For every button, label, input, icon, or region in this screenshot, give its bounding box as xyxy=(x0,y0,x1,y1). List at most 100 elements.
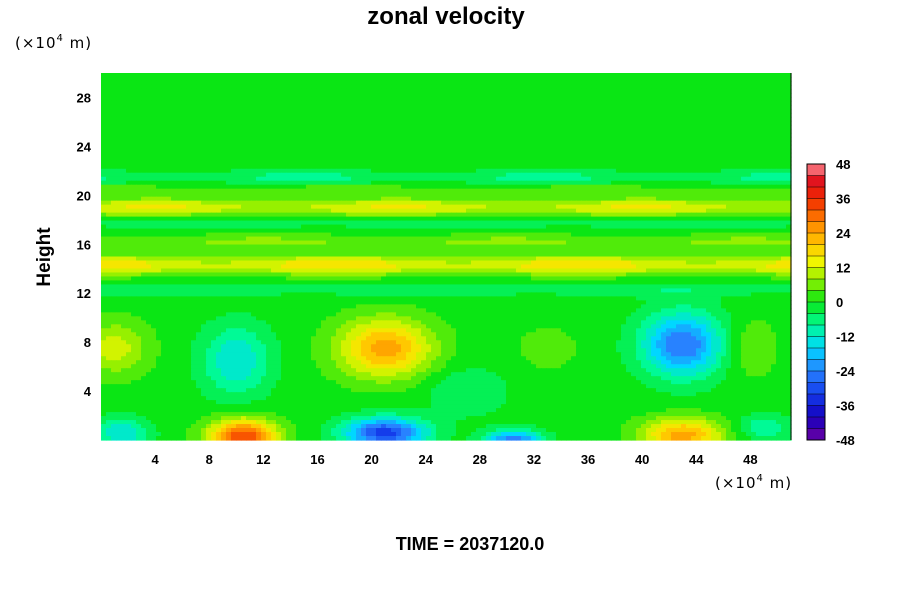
contour-cell xyxy=(696,168,702,174)
contour-cell xyxy=(231,116,237,122)
contour-cell xyxy=(696,140,702,146)
contour-cell xyxy=(396,124,402,130)
contour-cell xyxy=(701,76,707,82)
contour-cell xyxy=(116,184,122,190)
contour-cell xyxy=(266,140,272,146)
contour-cell xyxy=(311,184,317,190)
contour-cell xyxy=(176,196,182,202)
contour-cell xyxy=(221,96,227,102)
contour-cell xyxy=(756,116,762,122)
contour-cell xyxy=(601,128,607,134)
contour-cell xyxy=(521,160,527,166)
contour-cell xyxy=(671,196,677,202)
contour-cell xyxy=(626,148,632,154)
contour-cell xyxy=(426,172,432,178)
contour-cell xyxy=(241,80,247,86)
contour-cell xyxy=(181,216,187,222)
contour-cell xyxy=(341,136,347,142)
contour-cell xyxy=(416,148,422,154)
contour-cell xyxy=(226,192,232,198)
contour-cell xyxy=(321,96,327,102)
contour-cell xyxy=(416,116,422,122)
contour-cell xyxy=(571,84,577,90)
contour-cell xyxy=(156,112,162,118)
contour-cell xyxy=(616,84,622,90)
contour-cell xyxy=(241,88,247,94)
contour-cell xyxy=(461,80,467,86)
contour-cell xyxy=(226,216,232,222)
contour-cell xyxy=(331,132,337,138)
contour-cell xyxy=(631,104,637,110)
contour-cell xyxy=(341,188,347,194)
contour-cell xyxy=(756,176,762,182)
contour-cell xyxy=(466,208,472,214)
contour-cell xyxy=(131,112,137,118)
contour-cell xyxy=(656,188,662,194)
contour-cell xyxy=(176,176,182,182)
contour-cell xyxy=(296,120,302,126)
contour-cell xyxy=(291,120,297,126)
contour-cell xyxy=(561,144,567,150)
contour-cell xyxy=(761,108,767,114)
contour-cell xyxy=(376,200,382,206)
contour-cell xyxy=(596,152,602,158)
contour-cell xyxy=(231,156,237,162)
contour-cell xyxy=(226,156,232,162)
contour-cell xyxy=(511,160,517,166)
contour-cell xyxy=(246,76,252,82)
contour-cell xyxy=(416,120,422,126)
contour-cell xyxy=(601,188,607,194)
contour-cell xyxy=(221,76,227,82)
contour-cell xyxy=(236,204,242,210)
contour-cell xyxy=(486,212,492,218)
contour-cell xyxy=(781,96,787,102)
contour-cell xyxy=(396,88,402,94)
contour-cell xyxy=(641,96,647,102)
contour-cell xyxy=(431,160,437,166)
contour-cell xyxy=(161,148,167,154)
contour-cell xyxy=(136,73,142,78)
contour-cell xyxy=(581,164,587,170)
contour-cell xyxy=(526,204,532,210)
contour-cell xyxy=(251,104,257,110)
contour-cell xyxy=(696,188,702,194)
contour-cell xyxy=(611,124,617,130)
contour-cell xyxy=(216,124,222,130)
contour-cell xyxy=(141,164,147,170)
contour-cell xyxy=(641,204,647,210)
contour-cell xyxy=(471,208,477,214)
contour-cell xyxy=(251,188,257,194)
contour-cell xyxy=(131,200,137,206)
contour-cell xyxy=(436,144,442,150)
contour-cell xyxy=(496,144,502,150)
contour-cell xyxy=(676,88,682,94)
contour-cell xyxy=(591,120,597,126)
contour-cell xyxy=(586,148,592,154)
contour-cell xyxy=(546,128,552,134)
contour-cell xyxy=(231,108,237,114)
contour-cell xyxy=(251,112,257,118)
contour-cell xyxy=(281,152,287,158)
contour-cell xyxy=(401,176,407,182)
contour-cell xyxy=(111,156,117,162)
contour-cell xyxy=(311,176,317,182)
contour-cell xyxy=(181,192,187,198)
contour-cell xyxy=(336,156,342,162)
contour-cell xyxy=(586,88,592,94)
contour-cell xyxy=(706,112,712,118)
contour-cell xyxy=(281,148,287,154)
contour-cell xyxy=(291,200,297,206)
contour-cell xyxy=(281,92,287,98)
contour-cell xyxy=(536,148,542,154)
contour-cell xyxy=(221,184,227,190)
contour-cell xyxy=(246,132,252,138)
contour-cell xyxy=(371,132,377,138)
contour-cell xyxy=(101,108,107,114)
contour-cell xyxy=(431,212,437,218)
contour-cell xyxy=(326,88,332,94)
contour-cell xyxy=(771,96,777,102)
contour-cell xyxy=(521,196,527,202)
contour-cell xyxy=(671,128,677,134)
contour-cell xyxy=(291,140,297,146)
contour-cell xyxy=(226,128,232,134)
